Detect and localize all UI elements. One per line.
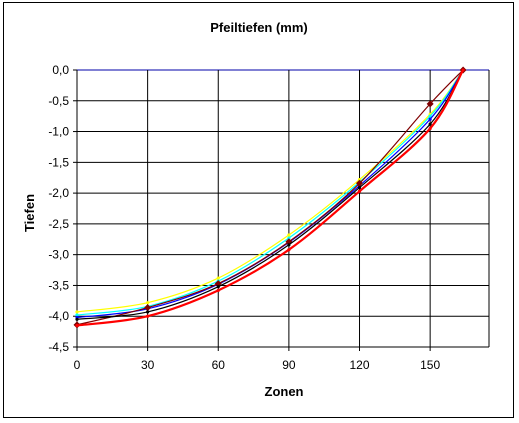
series-point	[357, 185, 362, 190]
x-tick-label: 0	[74, 358, 81, 372]
y-axis-title: Tiefen	[22, 194, 37, 232]
series-point	[357, 189, 362, 193]
y-tick-label: -2,5	[48, 217, 69, 231]
series-point	[461, 68, 465, 72]
y-tick-label: -1,5	[48, 155, 69, 169]
series-point	[75, 323, 79, 328]
x-tick-label: 60	[212, 358, 226, 372]
series-point	[287, 248, 291, 252]
y-tick-label: -4,0	[48, 309, 69, 323]
series-point	[428, 126, 432, 131]
y-tick-label: -4,5	[48, 340, 69, 354]
series-point	[356, 179, 364, 187]
plot-area: 0,0 -0,5 -1,0 -1,5 -2,0 -2,5 -3,0 -3,5 -4,0 -4,5 0…	[48, 63, 490, 372]
series-point	[75, 317, 79, 321]
series-point	[146, 310, 150, 314]
series-point	[146, 301, 150, 305]
plot-background	[77, 70, 489, 347]
series-point	[428, 114, 432, 118]
series-point	[426, 100, 434, 108]
series-point	[75, 310, 79, 314]
series-point	[287, 233, 291, 237]
x-tick-label: 90	[282, 358, 296, 372]
series-point	[144, 304, 152, 312]
series-point	[146, 314, 150, 318]
y-tick-label: -2,0	[48, 186, 69, 200]
y-tick-label: -3,0	[48, 248, 69, 262]
series-point	[428, 122, 432, 126]
y-tick-label: -3,5	[48, 278, 69, 292]
series-point	[216, 288, 220, 292]
series-point	[287, 243, 291, 247]
y-tick-label: -0,5	[48, 94, 69, 108]
chart-svg: Pfeiltiefen (mm) Zonen Tiefen 0,0 -0,5 -1,…	[22, 20, 490, 399]
series-point	[216, 285, 220, 289]
y-tick-label: 0,0	[52, 63, 69, 77]
y-tick-label: -1,0	[48, 125, 69, 139]
chart-title: Pfeiltiefen (mm)	[210, 20, 308, 35]
series-point	[428, 117, 432, 121]
x-tick-label: 150	[420, 358, 440, 372]
series-point	[287, 236, 291, 240]
series-point	[357, 177, 362, 182]
x-tick-label: 120	[349, 358, 369, 372]
x-axis-title: Zonen	[265, 384, 304, 399]
chart-frame: Pfeiltiefen (mm) Zonen Tiefen 0,0 -0,5 -1,…	[3, 2, 514, 418]
series-point	[75, 313, 79, 317]
x-tick-label: 30	[141, 358, 155, 372]
series-point	[216, 276, 220, 280]
